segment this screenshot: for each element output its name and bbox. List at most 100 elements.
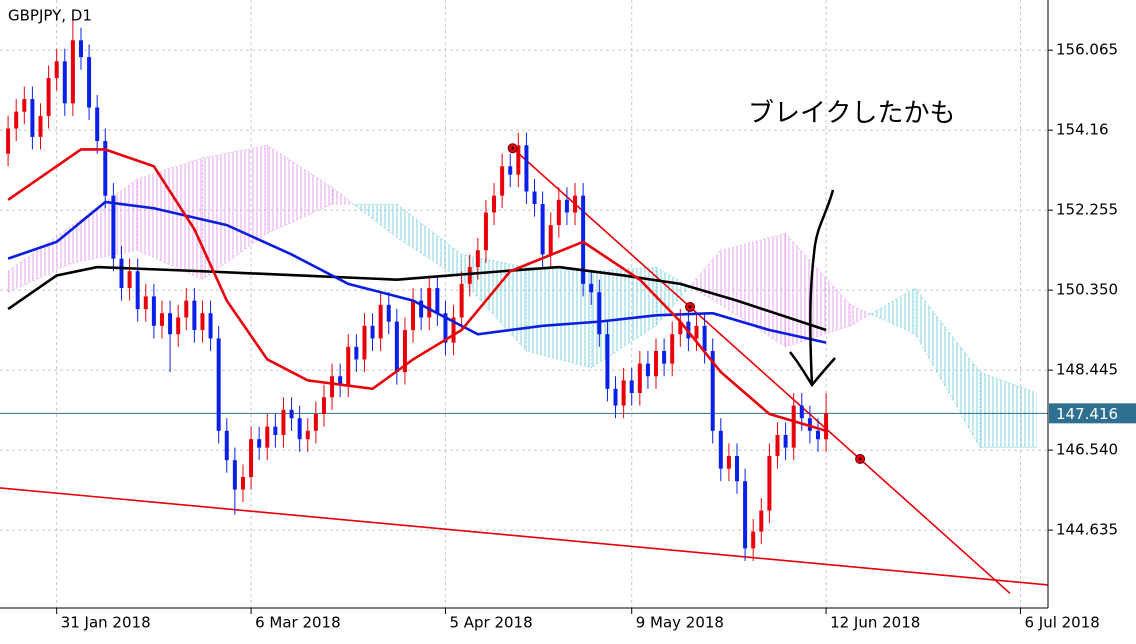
candle-body: [321, 397, 326, 415]
x-tick-label: 31 Jan 2018: [61, 614, 151, 632]
candle-body: [305, 430, 310, 440]
candle-body: [759, 510, 764, 532]
candle-body: [265, 426, 270, 448]
candle-body: [589, 283, 594, 293]
candle-body: [370, 325, 375, 339]
candle-body: [662, 351, 667, 364]
candle-body: [38, 115, 43, 137]
x-tick-label: 6 Mar 2018: [255, 614, 341, 632]
candle-body: [564, 199, 569, 213]
candle-body: [95, 107, 100, 142]
candle-body: [710, 351, 715, 431]
x-tick-label: 12 Jun 2018: [830, 614, 920, 632]
candle-body: [216, 338, 221, 431]
hand-drawn-arrowhead: [789, 351, 836, 388]
cloud: [396, 203, 462, 281]
candle-body: [791, 405, 796, 448]
candle-body: [775, 435, 780, 456]
candle-body: [824, 413, 829, 440]
candle-body: [694, 325, 699, 339]
candle-body: [143, 296, 148, 310]
candle-body: [637, 363, 642, 394]
y-tick-label: 148.445: [1056, 361, 1118, 379]
candle-body: [451, 317, 456, 343]
candle-body: [815, 430, 820, 440]
candle-body: [192, 300, 197, 331]
candle-body: [224, 430, 229, 461]
moving-average: [7, 148, 827, 433]
current-price-box: [1049, 403, 1136, 424]
chart-title: GBPJPY, D1: [8, 7, 92, 25]
candle-body: [483, 212, 488, 251]
candle-body: [22, 99, 27, 112]
y-tick-label: 144.635: [1056, 521, 1118, 539]
candle-body: [645, 363, 650, 377]
candle-body: [613, 388, 618, 406]
candle-body: [362, 325, 367, 360]
candle-body: [435, 288, 440, 314]
y-tick-label: 146.540: [1056, 441, 1118, 459]
candle-body: [297, 418, 302, 440]
candle-body: [249, 439, 254, 477]
candle-body: [678, 321, 683, 335]
candle-body: [427, 288, 432, 318]
candle-body: [313, 414, 318, 431]
candle-body: [176, 317, 181, 335]
candle-body: [394, 321, 399, 373]
candle-body: [354, 346, 359, 360]
candle-body: [338, 376, 343, 385]
trendline: [0, 487, 1049, 586]
candle-body: [605, 334, 610, 389]
candle-body: [281, 409, 286, 436]
anchor-center: [688, 305, 692, 309]
candle-body: [419, 300, 424, 318]
candle-body: [200, 313, 205, 331]
candle-body: [289, 409, 294, 419]
cloud: [202, 144, 268, 281]
candle-body: [232, 460, 237, 490]
candle-body: [257, 439, 262, 448]
candle-body: [14, 111, 19, 129]
candle-body: [70, 40, 75, 104]
x-tick-label: 9 May 2018: [636, 614, 724, 632]
candle-body: [718, 430, 723, 469]
candle-body: [6, 128, 11, 154]
candle-body: [208, 313, 213, 339]
candle-body: [78, 40, 83, 58]
current-price-label: 147.416: [1056, 405, 1118, 423]
candle-body: [467, 267, 472, 284]
x-tick-label: 5 Apr 2018: [449, 614, 532, 632]
candle-body: [597, 292, 602, 335]
candle-body: [30, 99, 35, 137]
candle-body: [135, 271, 140, 310]
candle-body: [726, 456, 731, 469]
candle-body: [621, 380, 626, 406]
candle-body: [411, 300, 416, 331]
candle-body: [556, 199, 561, 226]
candle-body: [386, 304, 391, 322]
candle-body: [751, 531, 756, 549]
candle-body: [168, 313, 173, 335]
candle-body: [402, 330, 407, 373]
candle-body: [475, 250, 480, 268]
cloud: [689, 249, 722, 306]
candle-body: [346, 346, 351, 385]
candle-body: [159, 313, 164, 326]
candle-body: [540, 204, 545, 255]
candle-body: [330, 376, 335, 398]
candle-body: [735, 456, 740, 482]
candle-body: [111, 195, 116, 259]
moving-average: [7, 200, 827, 344]
candle-body: [87, 57, 92, 108]
candle-body: [783, 435, 788, 448]
anchor-center: [858, 457, 862, 461]
cloud: [850, 304, 872, 327]
candle-body: [127, 271, 132, 289]
candle-body: [702, 325, 707, 352]
candle-body: [548, 225, 553, 255]
trendline: [512, 147, 1011, 594]
candle-body: [46, 78, 51, 116]
candle-body: [54, 61, 59, 79]
candle-body: [743, 481, 748, 549]
candle-body: [573, 195, 578, 213]
